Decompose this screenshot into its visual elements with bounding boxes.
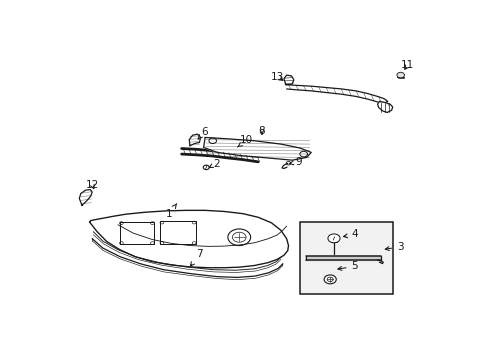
Polygon shape bbox=[79, 190, 92, 205]
Circle shape bbox=[396, 72, 404, 78]
Text: 10: 10 bbox=[237, 135, 253, 147]
Text: 5: 5 bbox=[337, 261, 357, 271]
Polygon shape bbox=[189, 134, 200, 146]
Text: 11: 11 bbox=[401, 60, 414, 70]
Text: 13: 13 bbox=[271, 72, 284, 82]
Text: 2: 2 bbox=[209, 159, 220, 169]
Circle shape bbox=[203, 165, 209, 170]
Text: 1: 1 bbox=[165, 204, 176, 219]
Polygon shape bbox=[203, 138, 311, 160]
Polygon shape bbox=[377, 102, 392, 112]
Circle shape bbox=[324, 275, 336, 284]
Polygon shape bbox=[284, 75, 293, 85]
Polygon shape bbox=[286, 85, 387, 106]
FancyBboxPatch shape bbox=[299, 222, 392, 294]
Polygon shape bbox=[305, 256, 381, 260]
Text: 6: 6 bbox=[198, 127, 207, 139]
Text: 9: 9 bbox=[289, 157, 302, 167]
Circle shape bbox=[327, 234, 339, 243]
Text: 3: 3 bbox=[385, 242, 403, 252]
Text: 12: 12 bbox=[85, 180, 99, 190]
Text: 8: 8 bbox=[258, 126, 265, 136]
Text: 4: 4 bbox=[343, 229, 357, 239]
Text: 7: 7 bbox=[190, 249, 203, 266]
